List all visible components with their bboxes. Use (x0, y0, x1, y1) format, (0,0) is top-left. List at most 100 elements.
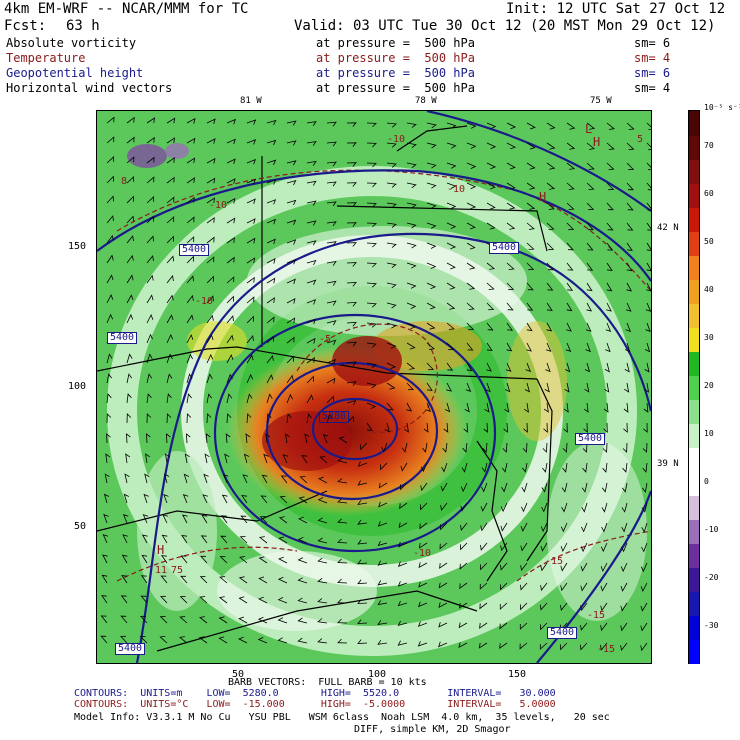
wind-barb (600, 622, 608, 632)
wind-barb (397, 620, 408, 627)
wind-barb (606, 242, 614, 251)
wind-barb (246, 218, 256, 224)
wind-barb (466, 222, 476, 230)
wind-barb (306, 160, 317, 166)
wind-barb (298, 516, 308, 524)
wind-barb (406, 282, 417, 289)
wind-barb (266, 139, 277, 146)
wind-barb (581, 502, 588, 513)
wind-barb (306, 140, 317, 146)
wind-barb (183, 473, 190, 484)
wind-barb (545, 342, 552, 352)
wind-barb (306, 200, 317, 206)
wind-barb (326, 221, 337, 227)
wind-barb (226, 237, 235, 244)
height-label-center: 5280 (319, 411, 350, 423)
wind-barb (626, 182, 635, 191)
wind-barb (418, 562, 428, 569)
wind-barb (146, 353, 153, 364)
wind-barb (106, 116, 115, 124)
wind-barb (146, 294, 154, 304)
wind-barb (560, 582, 568, 592)
wind-barb (586, 242, 594, 251)
colorbar-tick-label: 60 (704, 189, 714, 198)
wind-barb (399, 502, 408, 510)
wind-barb (459, 562, 468, 570)
wind-barb (565, 342, 572, 352)
wind-barb (540, 622, 548, 631)
wind-barb (546, 162, 556, 170)
wind-barb (266, 179, 277, 185)
wind-barb (166, 235, 174, 244)
wind-barb (266, 199, 277, 205)
wind-barb (425, 402, 432, 413)
wind-barb (406, 342, 416, 350)
wind-barb (200, 535, 208, 544)
wind-barb (378, 482, 388, 489)
wind-barb (503, 422, 508, 433)
lon-label-75w: 75 W (590, 96, 612, 106)
wind-barb (337, 538, 348, 544)
wind-barb (317, 557, 328, 564)
wind-barb (542, 442, 548, 453)
wind-barb (420, 462, 428, 473)
wind-barb (306, 375, 314, 384)
vorticity-colorbar (688, 110, 700, 664)
wind-barb (386, 262, 397, 269)
temperature-label: -10 (209, 200, 228, 211)
wind-barb (120, 635, 128, 644)
height-label: 5400 (115, 643, 146, 655)
wind-barb (346, 242, 357, 247)
wind-barb (140, 595, 148, 604)
colorbar-tick-label: 30 (704, 333, 714, 342)
wind-barb (438, 582, 448, 589)
wind-barb (584, 382, 590, 393)
wind-barb (440, 482, 448, 492)
wind-barb (506, 302, 514, 311)
wind-barb (446, 122, 457, 129)
wind-barb (546, 302, 553, 312)
wind-barb (286, 393, 293, 404)
wind-barb (546, 282, 554, 291)
wind-barb (258, 576, 268, 584)
wind-barb (206, 314, 214, 324)
wind-barb (539, 642, 548, 650)
colorbar-swatch (689, 279, 699, 304)
wind-barb (337, 618, 348, 624)
field-level-wind: at pressure = 500 hPa (316, 81, 475, 95)
wind-barb (124, 473, 130, 484)
high-pressure-marker: H (157, 543, 165, 557)
wind-barb (586, 162, 595, 170)
wind-barb (142, 514, 149, 524)
temperature-label: -15 (587, 610, 606, 621)
wind-barb (146, 255, 154, 264)
valid-time: Valid: 03 UTC Tue 30 Oct 12 (20 MST Mon … (294, 18, 716, 34)
wind-barb (161, 534, 168, 544)
colorbar-tick-label: 50 (704, 237, 714, 246)
wind-barb (126, 274, 134, 284)
wind-barb (120, 615, 128, 624)
wind-barb (500, 562, 508, 571)
wind-barb (246, 296, 255, 304)
wind-barb (604, 382, 610, 393)
colorbar-swatch (689, 471, 699, 496)
wind-barb (606, 282, 613, 292)
vorticity-label: 5 (637, 134, 644, 145)
wind-barb (641, 522, 648, 533)
wind-barb (203, 473, 209, 484)
wind-barb (366, 422, 373, 432)
wind-barb (606, 182, 615, 191)
wind-barb (480, 522, 488, 532)
wind-barb (106, 274, 114, 284)
wind-barb (318, 476, 328, 484)
wind-barb (146, 176, 155, 184)
wind-barb (246, 335, 254, 344)
wind-barb (126, 294, 134, 304)
wind-barb (526, 182, 536, 190)
wind-barb (446, 182, 457, 189)
wind-barb (184, 453, 190, 464)
wind-barb (220, 515, 228, 524)
wind-barb (526, 302, 534, 311)
wind-barb (398, 522, 408, 529)
wind-barb (506, 342, 513, 352)
